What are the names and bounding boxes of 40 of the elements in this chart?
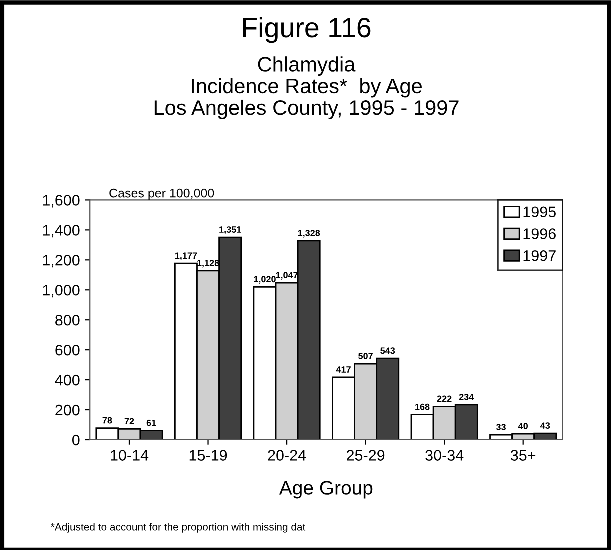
x-tick-label: 35+ (510, 450, 536, 461)
legend-label: 1996 (524, 228, 556, 240)
legend-label: 1997 (524, 250, 556, 262)
data-label: 417 (336, 366, 351, 373)
data-label: 1,351 (220, 226, 242, 234)
data-label: 1,177 (175, 252, 198, 260)
data-label: 234 (459, 394, 474, 400)
x-tick-label: 10-14 (111, 450, 149, 461)
data-label: 43 (540, 422, 550, 430)
data-label: 61 (146, 420, 156, 426)
data-label: 168 (416, 404, 430, 410)
y-tick-label: 0 (72, 434, 80, 446)
y-tick-label: 1,000 (43, 284, 80, 298)
y-tick-label: 1,200 (43, 255, 80, 268)
data-label: 78 (102, 417, 112, 424)
chart-subtitle: Chlamydia Incidence Rates* by Age Los Angeles County, 1995 - 1997 (154, 56, 459, 120)
y-tick-label: 800 (56, 314, 80, 326)
data-label: 40 (518, 423, 528, 430)
legend-label: 1995 (524, 206, 556, 218)
y-tick-label: 1,600 (43, 195, 80, 208)
data-label: 72 (124, 418, 134, 425)
data-label: 33 (496, 424, 506, 431)
y-tick-label: 200 (56, 404, 80, 416)
chart-title: Figure 116 (243, 17, 371, 44)
y-tick-label: 600 (56, 344, 80, 356)
x-tick-label: 15-19 (190, 450, 228, 461)
text: *Adjusted to account for the proportion with missing dat (51, 523, 306, 533)
x-tick-label: 30-34 (426, 450, 464, 461)
x-axis-title: Age Group (279, 481, 373, 499)
data-label: 222 (437, 396, 452, 402)
data-label: 543 (380, 348, 396, 354)
data-label: 1,047 (276, 272, 298, 280)
data-label: 507 (358, 353, 373, 360)
y-tick-label: 1,400 (43, 225, 80, 238)
data-label: 1,328 (298, 230, 320, 238)
data-label: 1,020 (254, 276, 276, 284)
x-tick-label: 20-24 (268, 450, 306, 461)
x-tick-label: 25-29 (347, 450, 385, 461)
y-tick-label: 400 (55, 374, 80, 386)
y-axis-title: Cases per 100,000 (110, 188, 214, 200)
